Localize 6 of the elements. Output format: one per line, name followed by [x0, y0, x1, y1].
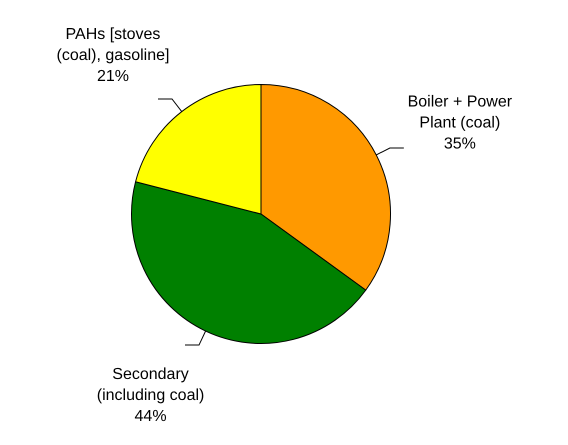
data-label: 35% [444, 135, 476, 152]
slice-label: Secondary (including coal) [96, 366, 204, 404]
slice-label: PAHs [stoves (coal), gasoline] [56, 26, 170, 64]
data-label: 44% [134, 408, 167, 426]
data-label: 21% [96, 68, 129, 85]
slice-label: Boiler + Power Plant (coal) [408, 93, 513, 132]
